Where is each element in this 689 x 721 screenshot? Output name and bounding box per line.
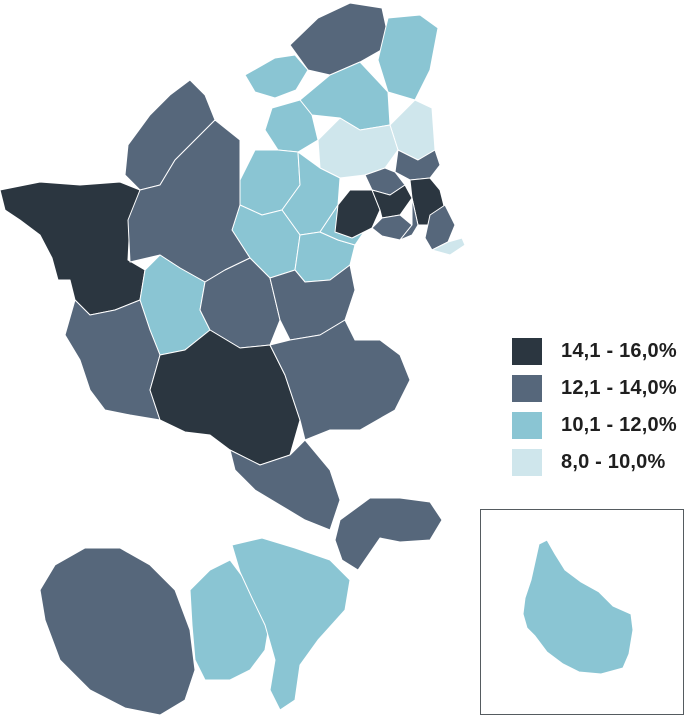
legend: 14,1 - 16,0% 12,1 - 14,0% 10,1 - 12,0% 8…: [512, 333, 687, 481]
legend-swatch: [512, 412, 542, 439]
region-cph-core: [399, 197, 419, 241]
region-kalundborg-sw: [64, 299, 161, 421]
legend-label: 10,1 - 12,0%: [561, 414, 677, 436]
legend-item: 12,1 - 14,0%: [512, 370, 687, 407]
region-odsherred: [0, 181, 146, 316]
bornholm-map: [522, 539, 634, 675]
legend-swatch: [512, 449, 542, 476]
region-cph-west: [334, 189, 381, 239]
legend-label: 12,1 - 14,0%: [561, 377, 677, 399]
legend-item: 10,1 - 12,0%: [512, 407, 687, 444]
legend-item: 8,0 - 10,0%: [512, 444, 687, 481]
legend-label: 14,1 - 16,0%: [561, 340, 677, 362]
region-ringsted: [199, 257, 281, 349]
legend-swatch: [512, 375, 542, 402]
region-north-tip: [377, 14, 439, 101]
region-holbaek: [127, 119, 251, 283]
region-koege: [269, 264, 356, 341]
region-naestved-south: [229, 439, 341, 531]
region-west-north: [264, 99, 319, 153]
bornholm-inset: [480, 509, 684, 715]
region-nw-coast: [289, 2, 391, 76]
region-north-west-small: [244, 54, 309, 99]
region-stevns-area: [269, 319, 411, 441]
region-cph-center-1: [371, 184, 413, 219]
region-amager-south: [431, 237, 466, 256]
region-bornholm: [522, 539, 634, 675]
region-cph-north-1: [394, 149, 441, 181]
legend-item: 14,1 - 16,0%: [512, 333, 687, 370]
legend-swatch: [512, 338, 542, 365]
region-falster-east: [231, 537, 351, 711]
legend-label: 8,0 - 10,0%: [561, 451, 666, 473]
region-lolland: [39, 547, 196, 716]
region-moen: [334, 497, 443, 571]
